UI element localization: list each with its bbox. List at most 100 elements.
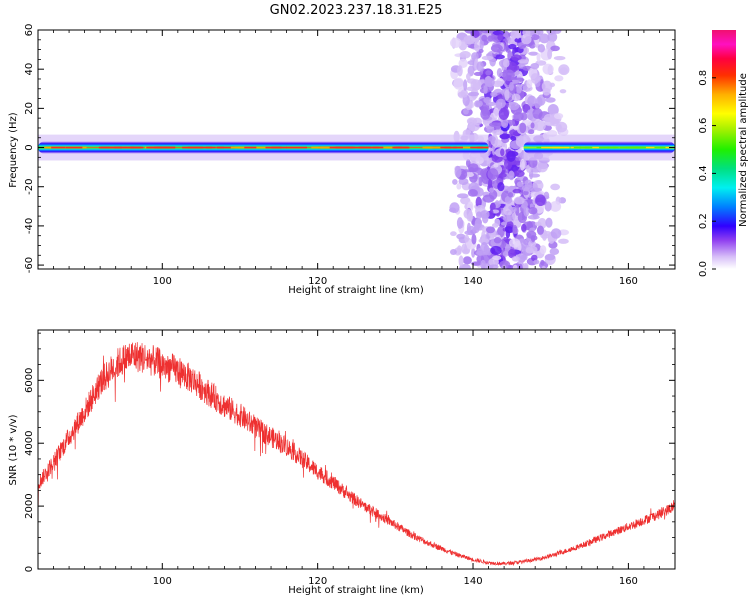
spectrogram-speckle	[499, 133, 510, 140]
spectrogram-speckle	[529, 227, 536, 232]
spectrogram-speckle	[492, 255, 502, 261]
spectrogram-speckle	[530, 122, 535, 129]
spectrogram-speckle	[549, 201, 562, 212]
spectrogram-speckle	[501, 117, 509, 129]
spectrogram-speckle	[547, 48, 553, 60]
spectrogram-speckle	[530, 254, 538, 262]
spectrogram-xtick-label: 100	[153, 276, 172, 287]
spectrogram-speckle	[460, 196, 471, 205]
spectrogram-speckle	[467, 91, 480, 97]
spectrogram-speckle	[508, 238, 521, 248]
spectrogram-speckle	[475, 250, 488, 256]
spectrogram-speckle	[531, 34, 540, 41]
spectrogram-speckle	[542, 63, 554, 75]
spectrogram-speckle	[511, 256, 520, 262]
spectrogram-speckle	[502, 250, 509, 257]
spectrogram-speckle	[532, 108, 543, 119]
spectrogram-speckle	[536, 225, 545, 235]
spectrogram-speckle	[521, 223, 527, 232]
spectrogram-speckle	[510, 206, 517, 213]
spectrogram-speckle	[510, 136, 517, 141]
spectrogram-speckle	[456, 217, 464, 229]
spectrogram-speckle	[460, 89, 468, 98]
spectrogram-speckle	[486, 125, 495, 133]
spectrogram-xtick-label: 160	[619, 276, 638, 287]
snr-ytick-label: 4000	[24, 430, 35, 455]
spectrogram-speckle	[493, 107, 500, 119]
spectrogram-speckle	[514, 37, 523, 43]
spectrogram-speckle	[525, 246, 534, 254]
spectrogram-speckle	[482, 194, 495, 203]
spectrogram-speckle	[480, 108, 491, 120]
figure-title: GN02.2023.237.18.31.E25	[270, 3, 443, 18]
spectrogram-speckle	[519, 122, 527, 134]
spectrogram-speckle	[485, 101, 497, 107]
spectrogram-ytick-label: 40	[24, 63, 35, 76]
spectrogram-speckle	[530, 62, 540, 70]
spectrogram-xtick-label: 140	[463, 276, 482, 287]
spectrogram-speckle	[533, 259, 540, 265]
spectrogram-speckle	[492, 30, 505, 36]
spectrogram-speckle	[553, 56, 566, 61]
spectrogram-ytick-label: -40	[24, 218, 35, 234]
spectrogram-speckle	[538, 33, 550, 44]
spectrogram-speckle	[539, 261, 549, 269]
spectrogram-speckle	[515, 84, 522, 94]
spectrogram-speckle	[550, 183, 561, 191]
spectrogram-speckle	[526, 230, 537, 239]
spectrogram-speckle	[528, 51, 539, 56]
colorbar-ticks: 0.0 0.2 0.4 0.6 0.8	[698, 70, 716, 277]
spectrogram-speckle	[488, 264, 499, 269]
spectrogram-speckle	[489, 209, 494, 219]
spectrogram-speckle	[552, 30, 562, 34]
spectrogram-speckle	[481, 34, 488, 42]
spectrogram-speckle	[513, 196, 525, 205]
spectrogram-speckle	[462, 108, 469, 115]
spectrogram-panel: 100 120 140 160 -60 -40 -20 0 20 40 60 Height of s…	[8, 24, 676, 296]
spectrogram-speckle	[521, 34, 532, 45]
spectrogram-speckle	[475, 100, 483, 107]
spectrogram-speckle	[500, 148, 505, 157]
spectrogram-speckle	[550, 228, 562, 239]
spectrogram-speckle	[558, 64, 570, 76]
spectrogram-speckle	[509, 81, 514, 91]
spectrogram-speckle	[490, 245, 502, 255]
spectrogram-speckle	[513, 160, 522, 166]
spectrogram-speckle	[534, 120, 546, 132]
spectrogram-speckle	[463, 79, 468, 91]
spectrogram-speckle	[528, 173, 541, 178]
spectrogram-speckle	[467, 189, 478, 197]
spectrogram-speckle	[452, 178, 458, 185]
spectrogram-speckle	[475, 196, 482, 208]
colorbar-tick-label: 0.8	[698, 70, 709, 86]
spectrogram-speckle	[461, 243, 468, 254]
spectrogram-speckle	[463, 208, 473, 219]
spectrogram-speckle	[519, 158, 525, 171]
spectrogram-speckle	[516, 181, 524, 188]
spectrogram-speckle	[481, 55, 494, 61]
spectrogram-speckle	[464, 234, 470, 243]
spectrogram-speckle	[491, 129, 504, 136]
spectrogram-speckle	[523, 206, 530, 217]
spectrogram-speckle	[480, 241, 488, 253]
spectrogram-speckle	[534, 102, 540, 109]
spectrogram-ytick-label: -60	[24, 257, 35, 273]
spectrogram-speckle	[484, 75, 493, 87]
colorbar-tick-label: 0.6	[698, 118, 709, 134]
colorbar: 0.0 0.2 0.4 0.6 0.8 Normalized spectral ampl…	[698, 30, 749, 277]
spectrogram-speckle	[454, 165, 462, 178]
spectrogram-speckle	[522, 83, 528, 91]
spectrogram-speckle	[504, 89, 510, 101]
spectrogram-speckle	[545, 217, 553, 228]
spectrogram-speckle	[508, 102, 520, 111]
spectrogram-speckle	[488, 135, 496, 143]
spectrogram-speckle	[498, 108, 509, 120]
snr-background	[38, 330, 675, 569]
spectrogram-speckle	[480, 259, 486, 269]
spectrogram-speckle	[558, 238, 569, 244]
spectrogram-speckle	[456, 183, 462, 190]
snr-panel: 100 120 140 160 0 2000 4000 6000 Height of stra…	[8, 329, 676, 596]
spectrogram-speckle	[457, 65, 463, 77]
spectrogram-speckle	[554, 75, 564, 82]
spectrogram-speckle	[508, 192, 514, 198]
